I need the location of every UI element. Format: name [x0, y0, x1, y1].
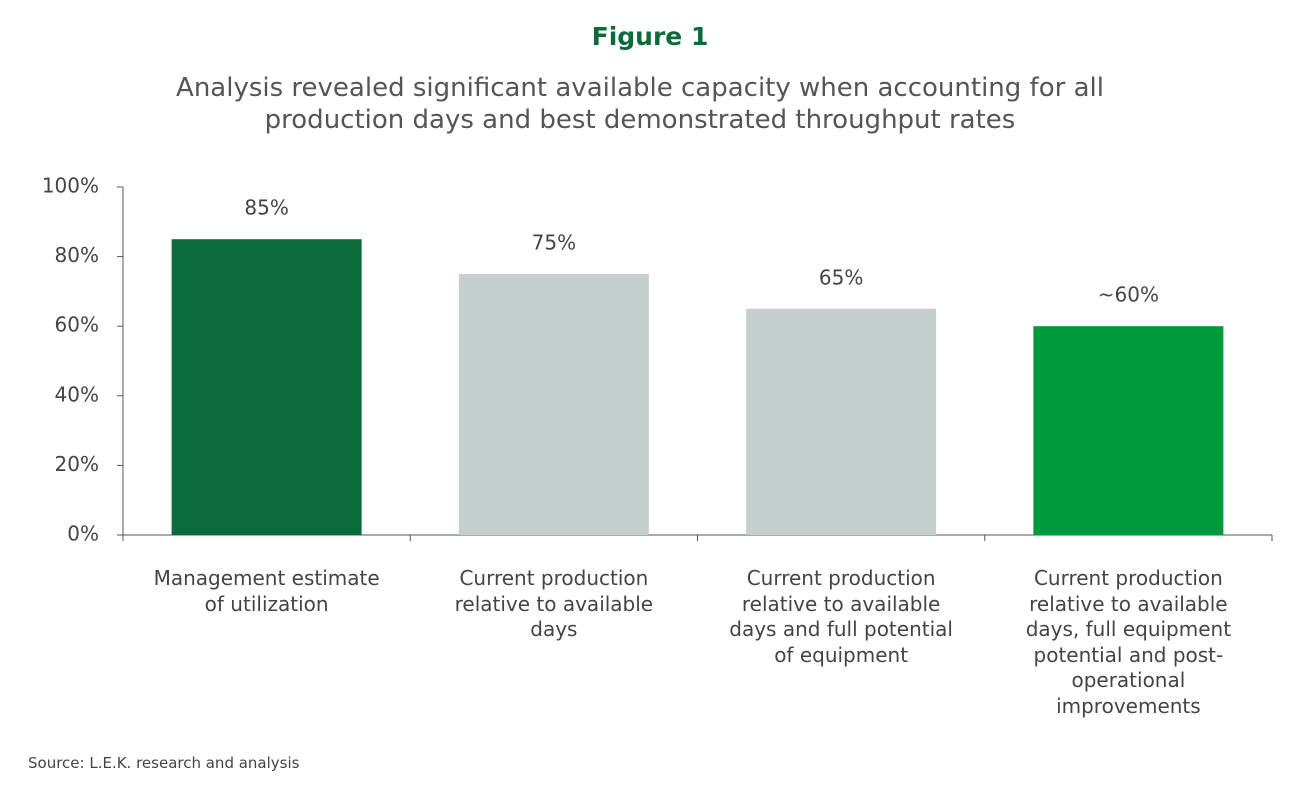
value-label: ~60%: [1098, 283, 1159, 307]
x-tick-label: Management estimate of utilization: [153, 566, 380, 616]
y-tick-label: 0%: [67, 522, 99, 546]
y-tick-label: 20%: [55, 452, 99, 476]
y-tick-label: 60%: [55, 313, 99, 337]
x-tick-label: Current production relative to available…: [1025, 566, 1232, 718]
chart-subtitle: Analysis revealed significant available …: [176, 73, 1104, 135]
bar: [746, 308, 937, 535]
value-label: 85%: [244, 196, 288, 220]
source-note: Source: L.E.K. research and analysis: [28, 754, 300, 772]
y-tick-label: 40%: [55, 382, 99, 406]
y-tick-label: 100%: [42, 174, 99, 198]
chart-title: Figure 1: [591, 22, 709, 51]
value-label: 75%: [532, 231, 576, 255]
bar: [1033, 326, 1224, 535]
value-label: 65%: [819, 265, 863, 289]
x-tick-label: Current production relative to available…: [729, 566, 953, 667]
y-tick-label: 80%: [55, 243, 99, 267]
bar: [458, 274, 649, 535]
x-tick-label: Current production relative to available…: [454, 566, 654, 641]
bar: [171, 239, 362, 535]
